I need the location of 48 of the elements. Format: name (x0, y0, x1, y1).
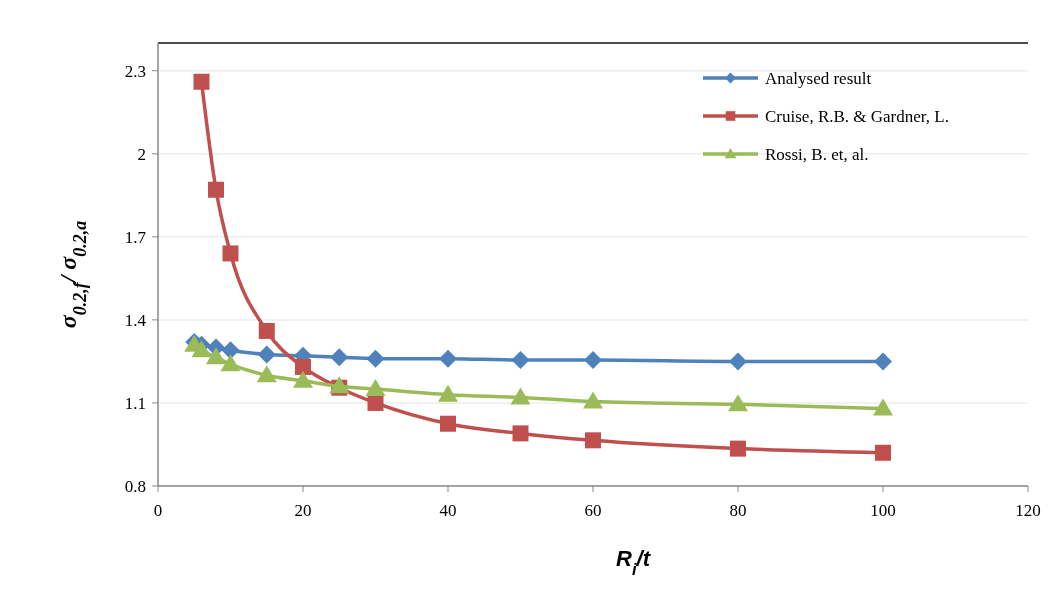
point (220, 354, 241, 372)
point (221, 341, 240, 360)
x-tick-label: 20 (294, 501, 312, 520)
point (295, 358, 311, 375)
point (293, 370, 313, 388)
point (583, 391, 603, 409)
point (191, 340, 212, 358)
point (206, 347, 226, 365)
point (728, 394, 748, 412)
point (729, 352, 747, 371)
point (208, 181, 224, 198)
x-tick-label: 40 (439, 501, 457, 520)
y-tick-label: 1.7 (124, 227, 147, 247)
point (330, 348, 349, 367)
point (256, 365, 277, 383)
y-tick-label: 2.3 (124, 61, 146, 81)
point (585, 432, 601, 449)
x-tick-label: 0 (153, 501, 163, 520)
y-tick-label: 1.1 (124, 393, 146, 413)
legend-label: Cruise, R.B. & Gardner, L. (765, 106, 949, 126)
x-tick-label: 120 (1015, 501, 1041, 520)
point (438, 384, 458, 402)
point (366, 349, 385, 368)
point (874, 352, 892, 371)
point (193, 73, 210, 90)
x-tick-label: 100 (870, 501, 896, 520)
point (875, 444, 891, 461)
point (257, 345, 276, 364)
point (873, 398, 893, 416)
y-tick-label: 2 (137, 144, 146, 164)
y-tick-label: 0.8 (124, 476, 146, 496)
point (367, 394, 384, 411)
legend-label: Rossi, B. et, al. (765, 144, 869, 164)
x-tick-label: 80 (729, 501, 747, 520)
point (512, 425, 529, 442)
legend-label: Analysed result (765, 68, 872, 88)
point (510, 387, 531, 405)
x-tick-label: 60 (584, 501, 602, 520)
point (365, 379, 386, 397)
point (584, 351, 602, 370)
point (730, 440, 746, 457)
x-axis-title: R$_{i}$/t (616, 546, 652, 578)
y-tick-label: 1.4 (124, 310, 147, 330)
point (258, 322, 275, 339)
point (440, 415, 456, 432)
point (439, 349, 457, 368)
point (511, 351, 530, 370)
point (222, 245, 239, 262)
